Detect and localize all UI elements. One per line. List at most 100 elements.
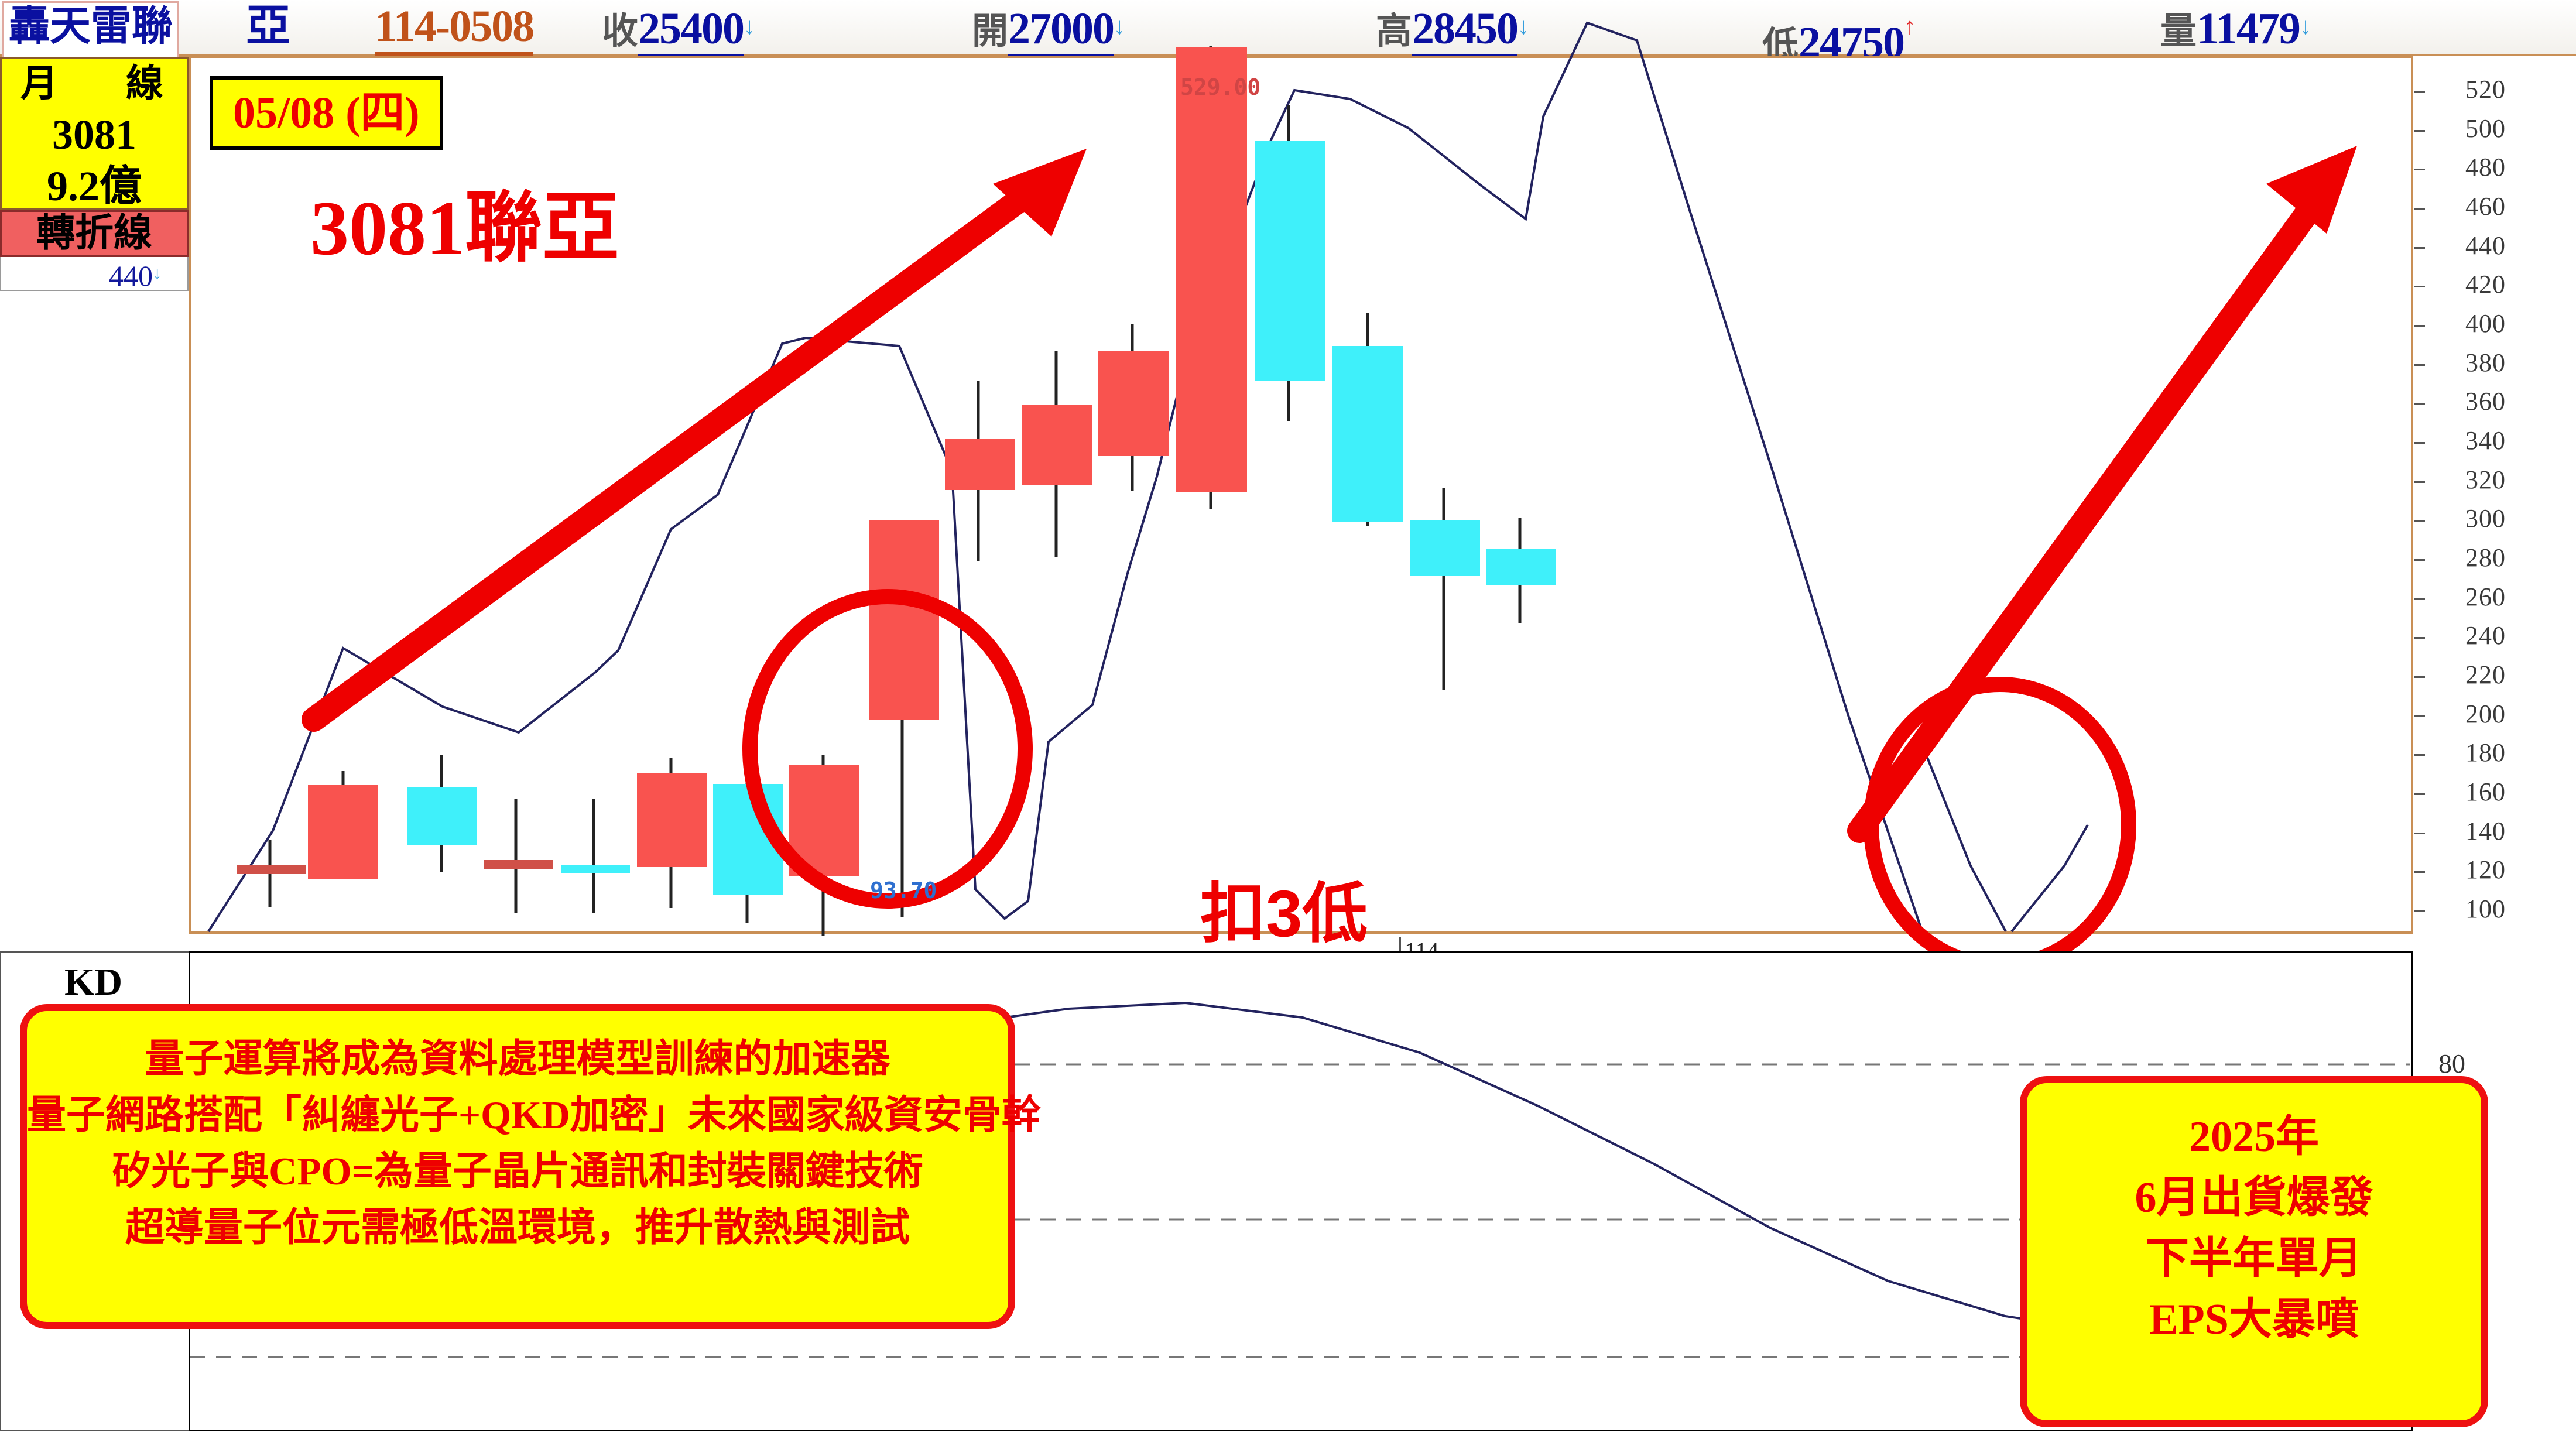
period-label: 月 線: [20, 63, 179, 104]
y-axis-tick-label: 140: [2465, 816, 2506, 845]
peak-price-label: 529.00: [1180, 74, 1261, 100]
y-axis-tick-label: 160: [2465, 777, 2506, 806]
date-badge: 05/08 (四): [210, 76, 443, 150]
y-axis-tick-mark: [2414, 598, 2425, 600]
y-axis-tick-label: 480: [2465, 153, 2506, 182]
down-arrow-icon: ↓: [153, 263, 162, 283]
y-axis-tick-mark: [2414, 246, 2425, 249]
low-price-label: 93.70: [870, 878, 937, 903]
y-axis-tick-mark: [2414, 715, 2425, 717]
y-axis-tick-label: 280: [2465, 543, 2506, 572]
ma-line-right: [1923, 748, 2007, 932]
up-arrow-icon: ↑: [1904, 13, 1916, 39]
high-price-group: 高28450↓: [1376, 1, 1529, 66]
trend-arrow-right-icon: [1847, 146, 2357, 843]
date-badge-text: 05/08 (四): [233, 88, 420, 138]
highlight-circle-right-icon: [1864, 677, 2136, 973]
company-name-box: 轟天雷聯: [2, 1, 179, 63]
callout-right-line-2: 6月出貨爆發: [2135, 1174, 2373, 1222]
info-summary-box: 月 線 3081 9.2億: [0, 57, 189, 210]
callout-main-line-3: 矽光子與CPO=為量子晶片通訊和封裝關鍵技術: [112, 1150, 923, 1193]
open-label: 開: [972, 12, 1009, 52]
callout-main-line-2: 量子網路搭配「糾纏光子+QKD加密」未來國家級資安骨幹: [27, 1094, 1041, 1137]
kd-level-80-label: 80: [2438, 1049, 2465, 1078]
volume-group: 量11479↓: [2160, 1, 2311, 66]
y-axis-tick-mark: [2414, 364, 2425, 366]
date-code: 114-0508: [375, 1, 535, 64]
info-panel: 月 線 3081 9.2億 轉折線 440↓: [0, 57, 189, 292]
y-axis-tick-mark: [2414, 793, 2425, 795]
y-axis-tick-label: 240: [2465, 621, 2506, 650]
candlestick-plot: [207, 21, 2089, 937]
annotation-kou3di-left: 扣3低: [1200, 877, 1368, 950]
callout-right-line-3: 下半年單月: [2146, 1235, 2362, 1283]
turnover-value: 9.2億: [46, 163, 142, 210]
y-axis-tick-label: 300: [2465, 504, 2506, 533]
y-axis-tick-mark: [2414, 832, 2425, 834]
y-axis-tick-label: 440: [2465, 231, 2506, 260]
open-value: 27000: [1008, 4, 1115, 60]
y-axis-tick-label: 260: [2465, 582, 2506, 611]
trend-arrow-group: [302, 149, 1087, 732]
y-axis-tick-mark: [2414, 910, 2425, 912]
price-chart-panel[interactable]: 529.00 93.70: [189, 21, 2413, 973]
callout-main-line-1: 量子運算將成為資料處理模型訓練的加速器: [145, 1037, 890, 1081]
y-axis-tick-label: 200: [2465, 699, 2506, 728]
y-axis-tick-label: 460: [2465, 192, 2506, 221]
y-axis-tick-mark: [2414, 871, 2425, 873]
y-axis-tick-mark: [2414, 325, 2425, 327]
candle-series: [237, 46, 1556, 936]
kd-title: KD: [64, 961, 122, 1003]
volume-value: 11479: [2197, 4, 2301, 53]
y-axis-tick-mark: [2414, 208, 2425, 210]
indicator-value: 440↓: [0, 257, 189, 292]
high-label: 高: [1376, 12, 1413, 52]
y-axis-tick-mark: [2414, 520, 2425, 522]
price-axis-right: 520 500 480 460 440 420 400 380 360 340 320 300 280 2…: [2413, 56, 2576, 934]
y-axis-tick-mark: [2414, 442, 2425, 444]
down-arrow-icon: ↓: [1114, 13, 1126, 39]
y-axis-tick-mark: [2414, 481, 2425, 483]
trend-arrow-right-wrap: [1847, 146, 2357, 843]
volume-label: 量: [2160, 12, 2197, 52]
close-value: 25400: [638, 4, 745, 60]
y-axis-tick-label: 180: [2465, 738, 2506, 768]
close-label: 收: [602, 12, 639, 52]
y-axis-tick-mark: [2414, 403, 2425, 405]
y-axis-tick-label: 360: [2465, 387, 2506, 416]
y-axis-tick-mark: [2414, 559, 2425, 561]
down-arrow-icon: ↓: [744, 13, 756, 39]
y-axis-tick-label: 420: [2465, 270, 2506, 299]
y-axis-tick-label: 320: [2465, 465, 2506, 494]
page-title: 3081聯亞: [310, 185, 619, 271]
y-axis-tick-label: 100: [2465, 895, 2506, 923]
y-axis-tick-label: 400: [2465, 309, 2506, 338]
y-axis-tick-label: 120: [2465, 855, 2506, 885]
ma-line-right-2: [2010, 824, 2089, 933]
company-name: 轟天雷聯: [9, 4, 173, 49]
y-axis-tick-mark: [2414, 286, 2425, 288]
callout-right-line-4: EPS大暴噴: [2149, 1296, 2359, 1344]
quote-bar: 轟天雷聯 亞 114-0508 收25400↓ 開27000↓ 高28450↓ …: [0, 0, 2576, 74]
highlight-circle-left-icon: [742, 589, 1033, 909]
y-axis-tick-label: 500: [2465, 114, 2506, 143]
y-axis-tick-label: 340: [2465, 426, 2506, 455]
ma-line: [207, 21, 1925, 937]
y-axis-tick-label: 380: [2465, 348, 2506, 377]
stock-code: 3081: [52, 111, 136, 158]
indicator-value-text: 440: [109, 259, 153, 292]
down-arrow-icon: ↓: [2299, 13, 2311, 39]
y-axis-tick-mark: [2414, 637, 2425, 639]
y-axis-tick-mark: [2414, 129, 2425, 132]
down-arrow-icon: ↓: [1517, 13, 1530, 39]
y-axis-tick-label: 220: [2465, 660, 2506, 689]
y-axis-tick-label: 520: [2465, 75, 2506, 104]
y-axis-tick-mark: [2414, 676, 2425, 678]
y-axis-tick-mark: [2414, 169, 2425, 171]
y-axis-tick-mark: [2414, 754, 2425, 756]
indicator-name-badge[interactable]: 轉折線: [0, 210, 189, 257]
high-value: 28450: [1412, 4, 1519, 60]
callout-main: 量子運算將成為資料處理模型訓練的加速器 量子網路搭配「糾纏光子+QKD加密」未來…: [20, 1004, 1041, 1329]
callout-right-line-1: 2025年: [2189, 1113, 2319, 1161]
open-price-group: 開27000↓: [972, 1, 1125, 66]
